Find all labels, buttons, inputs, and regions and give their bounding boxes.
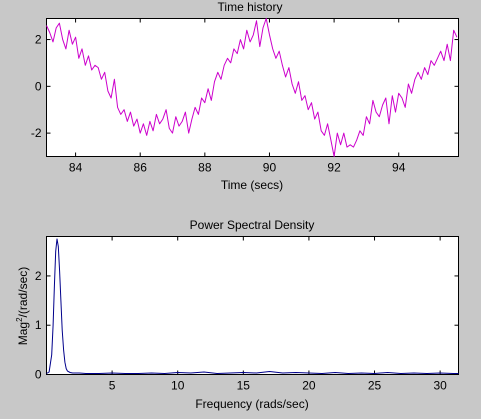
psd-ylabel-base: Mag bbox=[16, 322, 30, 345]
time-history-plot: Time history 84 86 88 90 92 94 -2 0 2 Time (sec… bbox=[31, 0, 459, 192]
psd-axes bbox=[46, 236, 459, 375]
time-history-x-ticks: 84 86 88 90 92 94 bbox=[69, 18, 406, 175]
time-history-xlabel: Time (secs) bbox=[221, 178, 283, 192]
time-history-x-tick-label: 92 bbox=[327, 161, 341, 175]
time-history-x-tick-label: 84 bbox=[69, 161, 83, 175]
time-history-x-tick-label: 88 bbox=[198, 161, 212, 175]
psd-x-tick-label: 30 bbox=[433, 379, 447, 393]
time-history-axes bbox=[46, 18, 459, 157]
psd-series bbox=[46, 238, 459, 374]
psd-ylabel-rest: /(rad/sec) bbox=[16, 267, 30, 318]
psd-y-tick-label: 1 bbox=[35, 318, 42, 332]
psd-x-ticks: 5 10 15 20 25 30 bbox=[109, 236, 447, 393]
psd-xlabel: Frequency (rads/sec) bbox=[195, 397, 308, 411]
time-history-x-tick-label: 86 bbox=[134, 161, 148, 175]
time-history-y-ticks: -2 0 2 bbox=[31, 33, 459, 140]
time-history-y-tick-label: 2 bbox=[35, 33, 42, 47]
time-history-y-tick-label: -2 bbox=[31, 126, 42, 140]
time-history-y-tick-label: 0 bbox=[35, 79, 42, 93]
time-history-x-tick-label: 90 bbox=[263, 161, 277, 175]
psd-ylabel-sup: 2 bbox=[15, 317, 24, 322]
psd-ylabel: Mag2/(rad/sec) bbox=[15, 267, 30, 345]
psd-series-line bbox=[46, 238, 459, 374]
psd-x-tick-label: 5 bbox=[109, 379, 116, 393]
time-history-title: Time history bbox=[218, 0, 283, 14]
psd-x-tick-label: 25 bbox=[368, 379, 382, 393]
psd-title: Power Spectral Density bbox=[190, 218, 315, 232]
psd-y-tick-label: 2 bbox=[35, 269, 42, 283]
psd-x-tick-label: 10 bbox=[171, 379, 185, 393]
psd-x-tick-label: 20 bbox=[302, 379, 316, 393]
psd-plot: Power Spectral Density 5 10 15 20 25 30 0 1 2 F… bbox=[15, 218, 459, 411]
psd-y-ticks: 0 1 2 bbox=[35, 269, 459, 382]
time-history-series-line bbox=[46, 18, 458, 157]
psd-x-tick-label: 15 bbox=[237, 379, 251, 393]
psd-y-tick-label: 0 bbox=[35, 368, 42, 382]
time-history-x-tick-label: 94 bbox=[392, 161, 406, 175]
time-history-series bbox=[46, 18, 458, 157]
